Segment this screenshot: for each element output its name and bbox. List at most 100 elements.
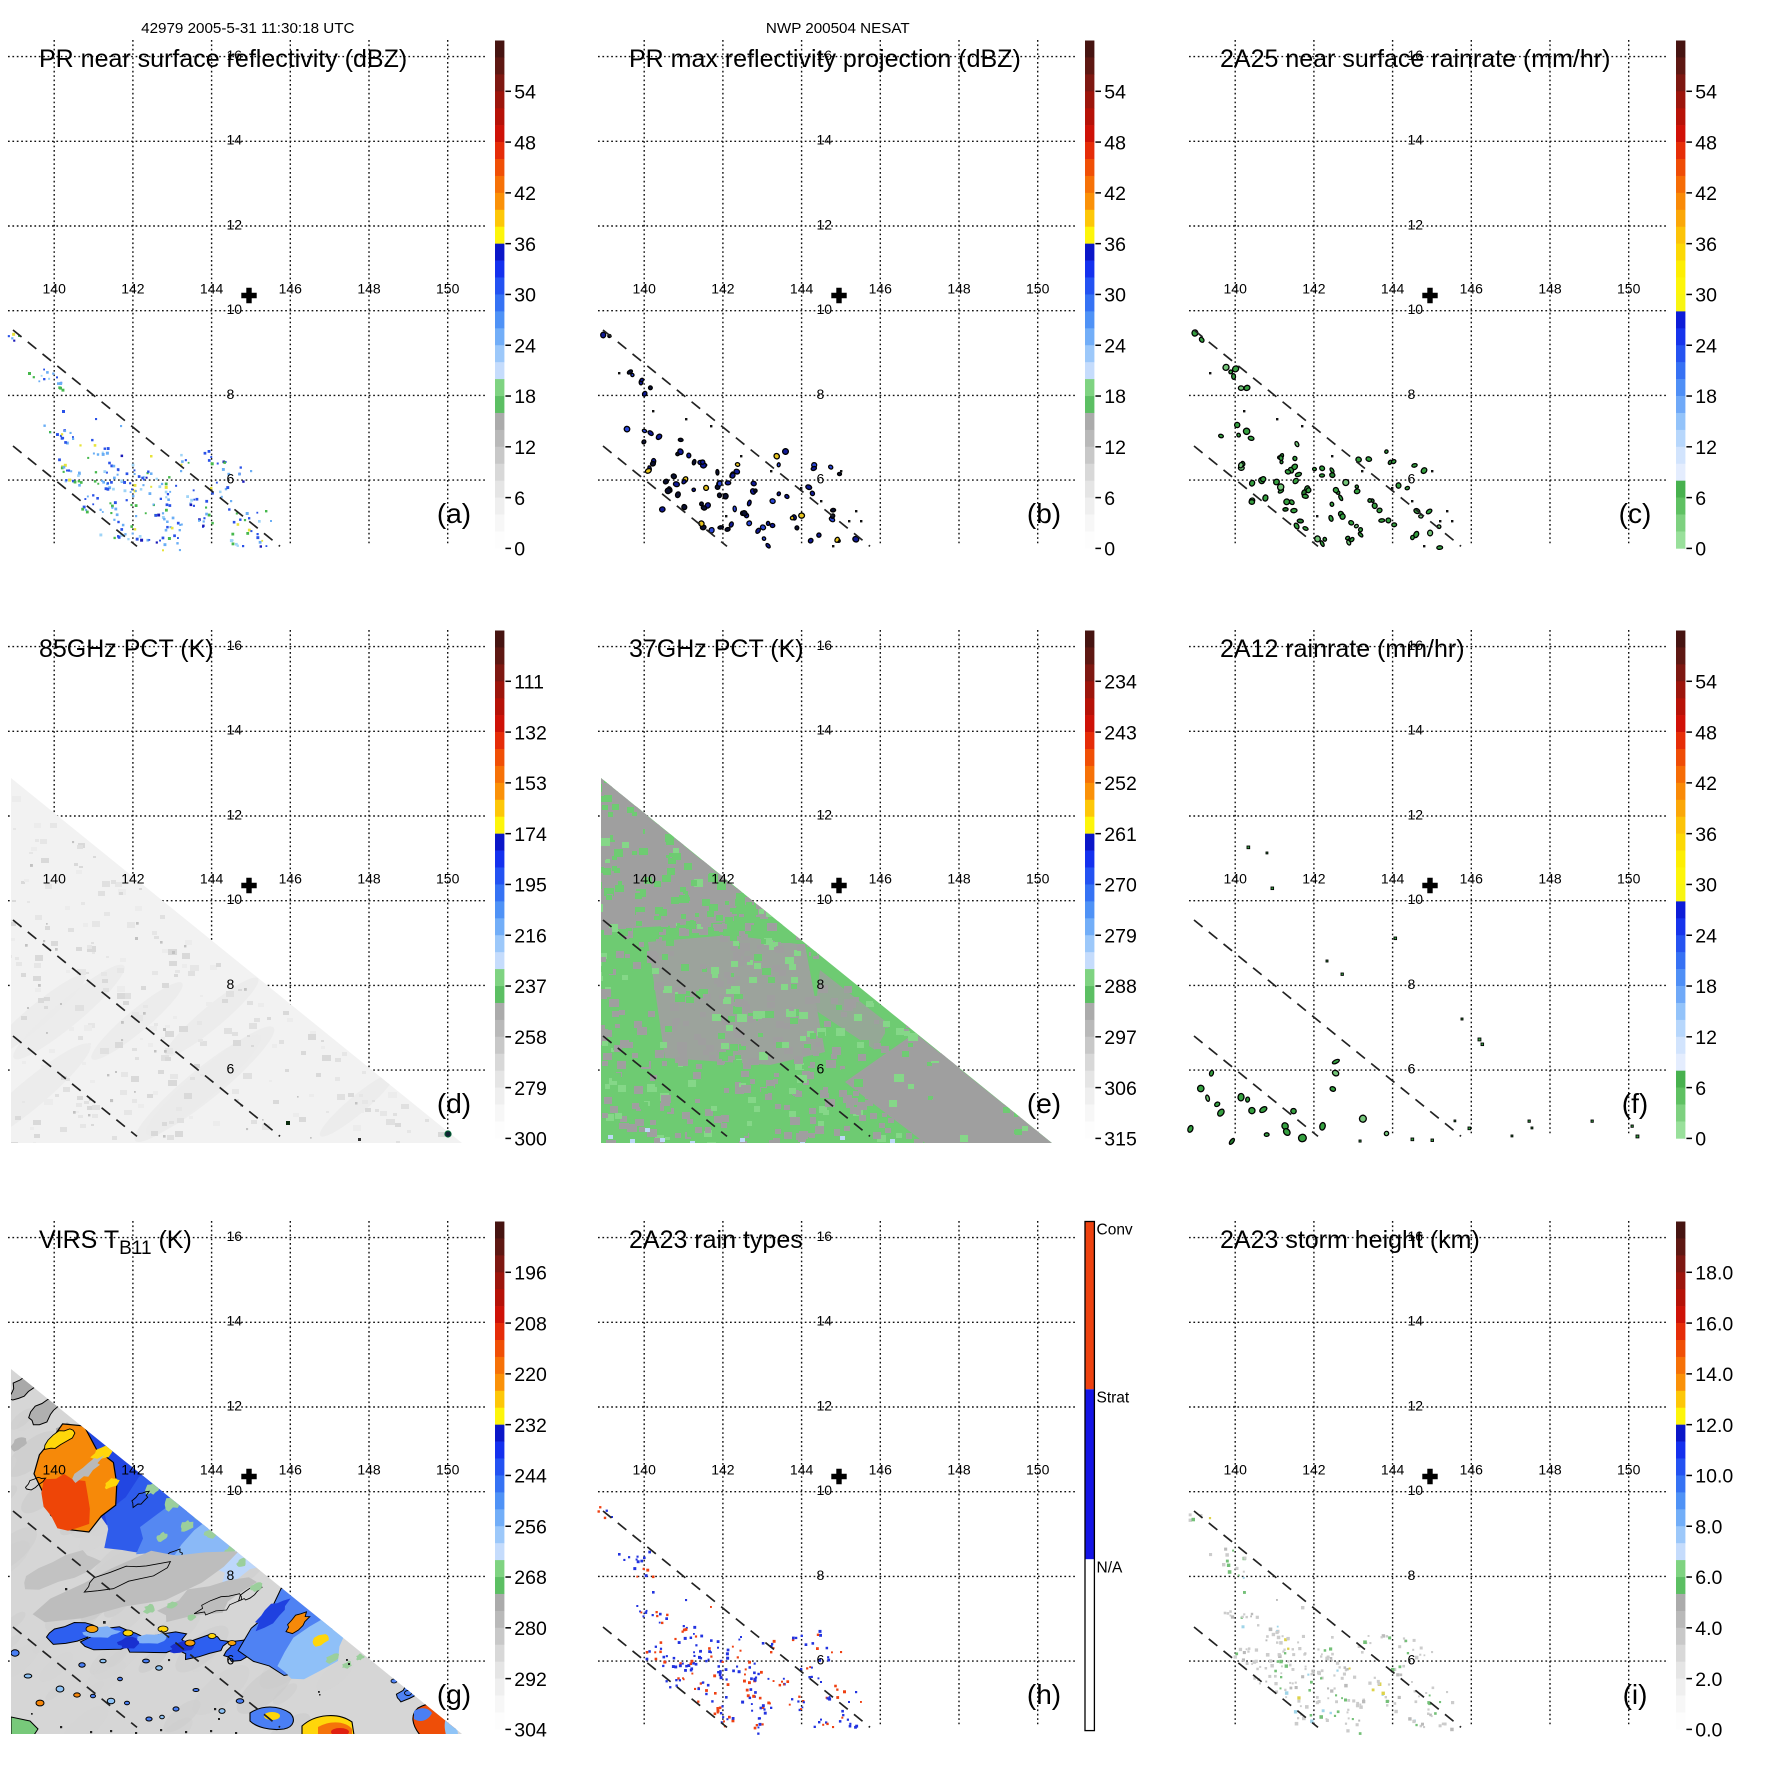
svg-text:30: 30: [1104, 285, 1126, 307]
svg-text:12: 12: [817, 216, 833, 232]
svg-text:142: 142: [711, 281, 735, 297]
svg-text:6: 6: [514, 488, 525, 510]
svg-text:12: 12: [227, 806, 243, 822]
svg-text:18: 18: [1104, 386, 1126, 408]
svg-text:144: 144: [1381, 871, 1405, 887]
svg-text:6: 6: [817, 1652, 825, 1668]
svg-text:142: 142: [121, 281, 145, 297]
svg-text:36: 36: [1104, 234, 1126, 256]
svg-text:12: 12: [1695, 1027, 1717, 1049]
svg-text:18: 18: [514, 386, 536, 408]
svg-text:216: 216: [514, 925, 547, 947]
svg-text:140: 140: [1224, 281, 1248, 297]
svg-text:14: 14: [1408, 1313, 1424, 1329]
svg-text:6: 6: [1408, 1061, 1416, 1077]
svg-text:12: 12: [1408, 806, 1424, 822]
svg-text:Strat: Strat: [1097, 1389, 1130, 1406]
svg-text:0: 0: [1695, 539, 1706, 561]
svg-text:292: 292: [514, 1669, 547, 1691]
svg-text:85GHz PCT (K): 85GHz PCT (K): [39, 635, 214, 663]
svg-text:12: 12: [227, 1397, 243, 1413]
svg-text:10.0: 10.0: [1695, 1466, 1733, 1488]
svg-text:140: 140: [633, 281, 657, 297]
svg-text:2.0: 2.0: [1695, 1669, 1722, 1691]
svg-text:6: 6: [1695, 488, 1706, 510]
svg-text:140: 140: [1224, 1462, 1248, 1478]
svg-text:10: 10: [227, 891, 243, 907]
svg-text:10: 10: [227, 1482, 243, 1498]
svg-text:2A25 near surface rainrate (mm: 2A25 near surface rainrate (mm/hr): [1220, 45, 1610, 73]
svg-text:24: 24: [1695, 335, 1717, 357]
svg-text:14: 14: [817, 132, 833, 148]
svg-text:232: 232: [514, 1415, 547, 1437]
svg-text:54: 54: [514, 81, 536, 103]
svg-text:0: 0: [1695, 1129, 1706, 1151]
svg-text:144: 144: [200, 1462, 224, 1478]
svg-text:146: 146: [1460, 1462, 1484, 1478]
svg-text:142: 142: [711, 1462, 735, 1478]
svg-text:0: 0: [514, 539, 525, 561]
svg-text:8: 8: [1408, 386, 1416, 402]
svg-text:150: 150: [1617, 281, 1641, 297]
svg-text:16: 16: [1408, 637, 1424, 653]
svg-text:148: 148: [357, 1462, 381, 1478]
svg-text:24: 24: [1104, 335, 1126, 357]
svg-text:0: 0: [1104, 539, 1115, 561]
svg-text:146: 146: [1460, 281, 1484, 297]
svg-text:36: 36: [1695, 234, 1717, 256]
svg-text:16: 16: [227, 47, 243, 63]
svg-text:(d): (d): [437, 1088, 471, 1119]
svg-text:10: 10: [1408, 301, 1424, 317]
svg-text:142: 142: [711, 871, 735, 887]
svg-text:16.0: 16.0: [1695, 1313, 1733, 1335]
svg-text:6: 6: [1104, 488, 1115, 510]
svg-text:6: 6: [227, 471, 235, 487]
svg-text:12: 12: [1408, 1397, 1424, 1413]
svg-text:280: 280: [514, 1618, 547, 1640]
svg-text:142: 142: [121, 1462, 145, 1478]
svg-text:10: 10: [817, 891, 833, 907]
svg-text:8: 8: [1408, 976, 1416, 992]
svg-text:16: 16: [1408, 1228, 1424, 1244]
svg-text:(h): (h): [1027, 1679, 1061, 1710]
svg-text:148: 148: [357, 871, 381, 887]
svg-text:140: 140: [1224, 871, 1248, 887]
svg-text:6: 6: [1408, 1652, 1416, 1668]
svg-text:Conv: Conv: [1097, 1222, 1133, 1239]
svg-text:14: 14: [227, 1313, 243, 1329]
svg-text:144: 144: [790, 871, 814, 887]
svg-text:16: 16: [1408, 47, 1424, 63]
svg-text:148: 148: [1538, 281, 1562, 297]
svg-text:6: 6: [817, 471, 825, 487]
svg-text:304: 304: [514, 1720, 547, 1742]
svg-text:54: 54: [1104, 81, 1126, 103]
svg-text:N/A: N/A: [1097, 1559, 1124, 1576]
svg-text:42979 2005-5-31 11:30:18 UTC: 42979 2005-5-31 11:30:18 UTC: [141, 20, 354, 37]
svg-text:10: 10: [817, 301, 833, 317]
svg-text:(f): (f): [1622, 1088, 1648, 1119]
svg-text:306: 306: [1104, 1078, 1137, 1100]
svg-text:268: 268: [514, 1567, 547, 1589]
svg-text:144: 144: [790, 1462, 814, 1478]
svg-text:140: 140: [43, 871, 67, 887]
svg-text:0.0: 0.0: [1695, 1720, 1722, 1742]
svg-text:10: 10: [227, 301, 243, 317]
svg-text:12: 12: [1695, 437, 1717, 459]
svg-text:140: 140: [43, 281, 67, 297]
svg-text:54: 54: [1695, 81, 1717, 103]
svg-text:16: 16: [817, 637, 833, 653]
svg-text:6: 6: [227, 1061, 235, 1077]
svg-text:18: 18: [1695, 976, 1717, 998]
svg-text:146: 146: [1460, 871, 1484, 887]
svg-text:12: 12: [817, 1397, 833, 1413]
svg-text:30: 30: [1695, 875, 1717, 897]
svg-text:14.0: 14.0: [1695, 1364, 1733, 1386]
svg-text:144: 144: [200, 281, 224, 297]
svg-text:4.0: 4.0: [1695, 1618, 1722, 1640]
svg-text:16: 16: [227, 637, 243, 653]
svg-text:(c): (c): [1619, 498, 1652, 529]
svg-text:150: 150: [1617, 871, 1641, 887]
svg-text:150: 150: [436, 1462, 460, 1478]
svg-text:16: 16: [817, 1228, 833, 1244]
svg-text:142: 142: [121, 871, 145, 887]
